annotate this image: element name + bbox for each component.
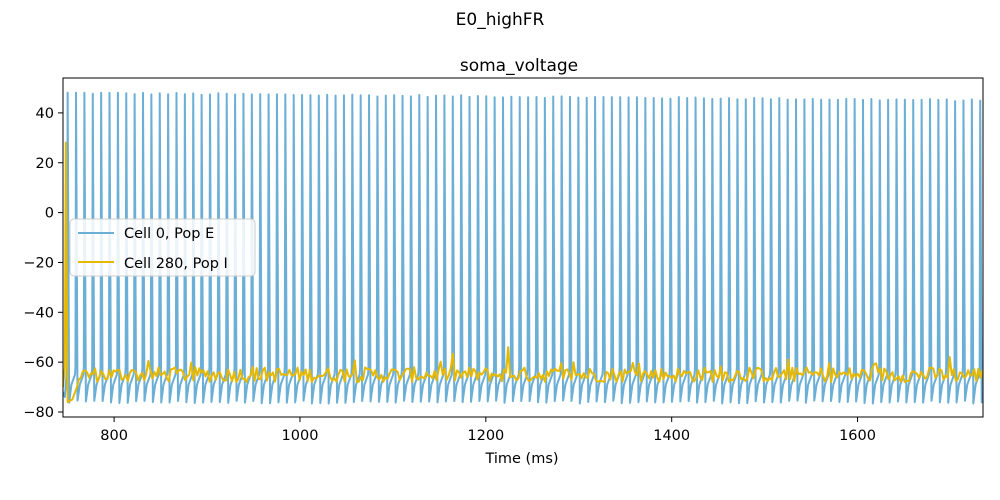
y-tick-label: −40 xyxy=(23,305,54,321)
y-tick-label: −80 xyxy=(23,405,54,421)
x-tick-label: 800 xyxy=(100,428,128,444)
legend: Cell 0, Pop E Cell 280, Pop I xyxy=(69,218,256,277)
axes-frame xyxy=(62,77,984,418)
y-axis: −80 −60 −40 −20 0 20 40 xyxy=(23,106,63,421)
y-tick-label: 20 xyxy=(36,156,54,172)
x-tick-label: 1400 xyxy=(653,428,690,444)
x-axis-label: Time (ms) xyxy=(484,451,558,467)
x-axis: 800 1000 1200 1400 1600 xyxy=(100,417,876,444)
legend-label-cell-0: Cell 0, Pop E xyxy=(124,226,214,242)
y-tick-label: −20 xyxy=(23,255,54,271)
series-line-cell-280 xyxy=(63,141,983,404)
legend-box xyxy=(69,218,256,277)
series-layer xyxy=(63,91,983,405)
x-tick-label: 1600 xyxy=(839,428,876,444)
figure-suptitle: E0_highFR xyxy=(456,10,545,30)
x-tick-label: 1200 xyxy=(467,428,504,444)
axes-title: soma_voltage xyxy=(460,56,578,76)
y-tick-label: −60 xyxy=(23,355,54,371)
y-tick-label: 40 xyxy=(36,106,54,122)
x-tick-label: 1000 xyxy=(282,428,319,444)
legend-label-cell-280: Cell 280, Pop I xyxy=(124,256,228,272)
y-tick-label: 0 xyxy=(45,206,54,222)
